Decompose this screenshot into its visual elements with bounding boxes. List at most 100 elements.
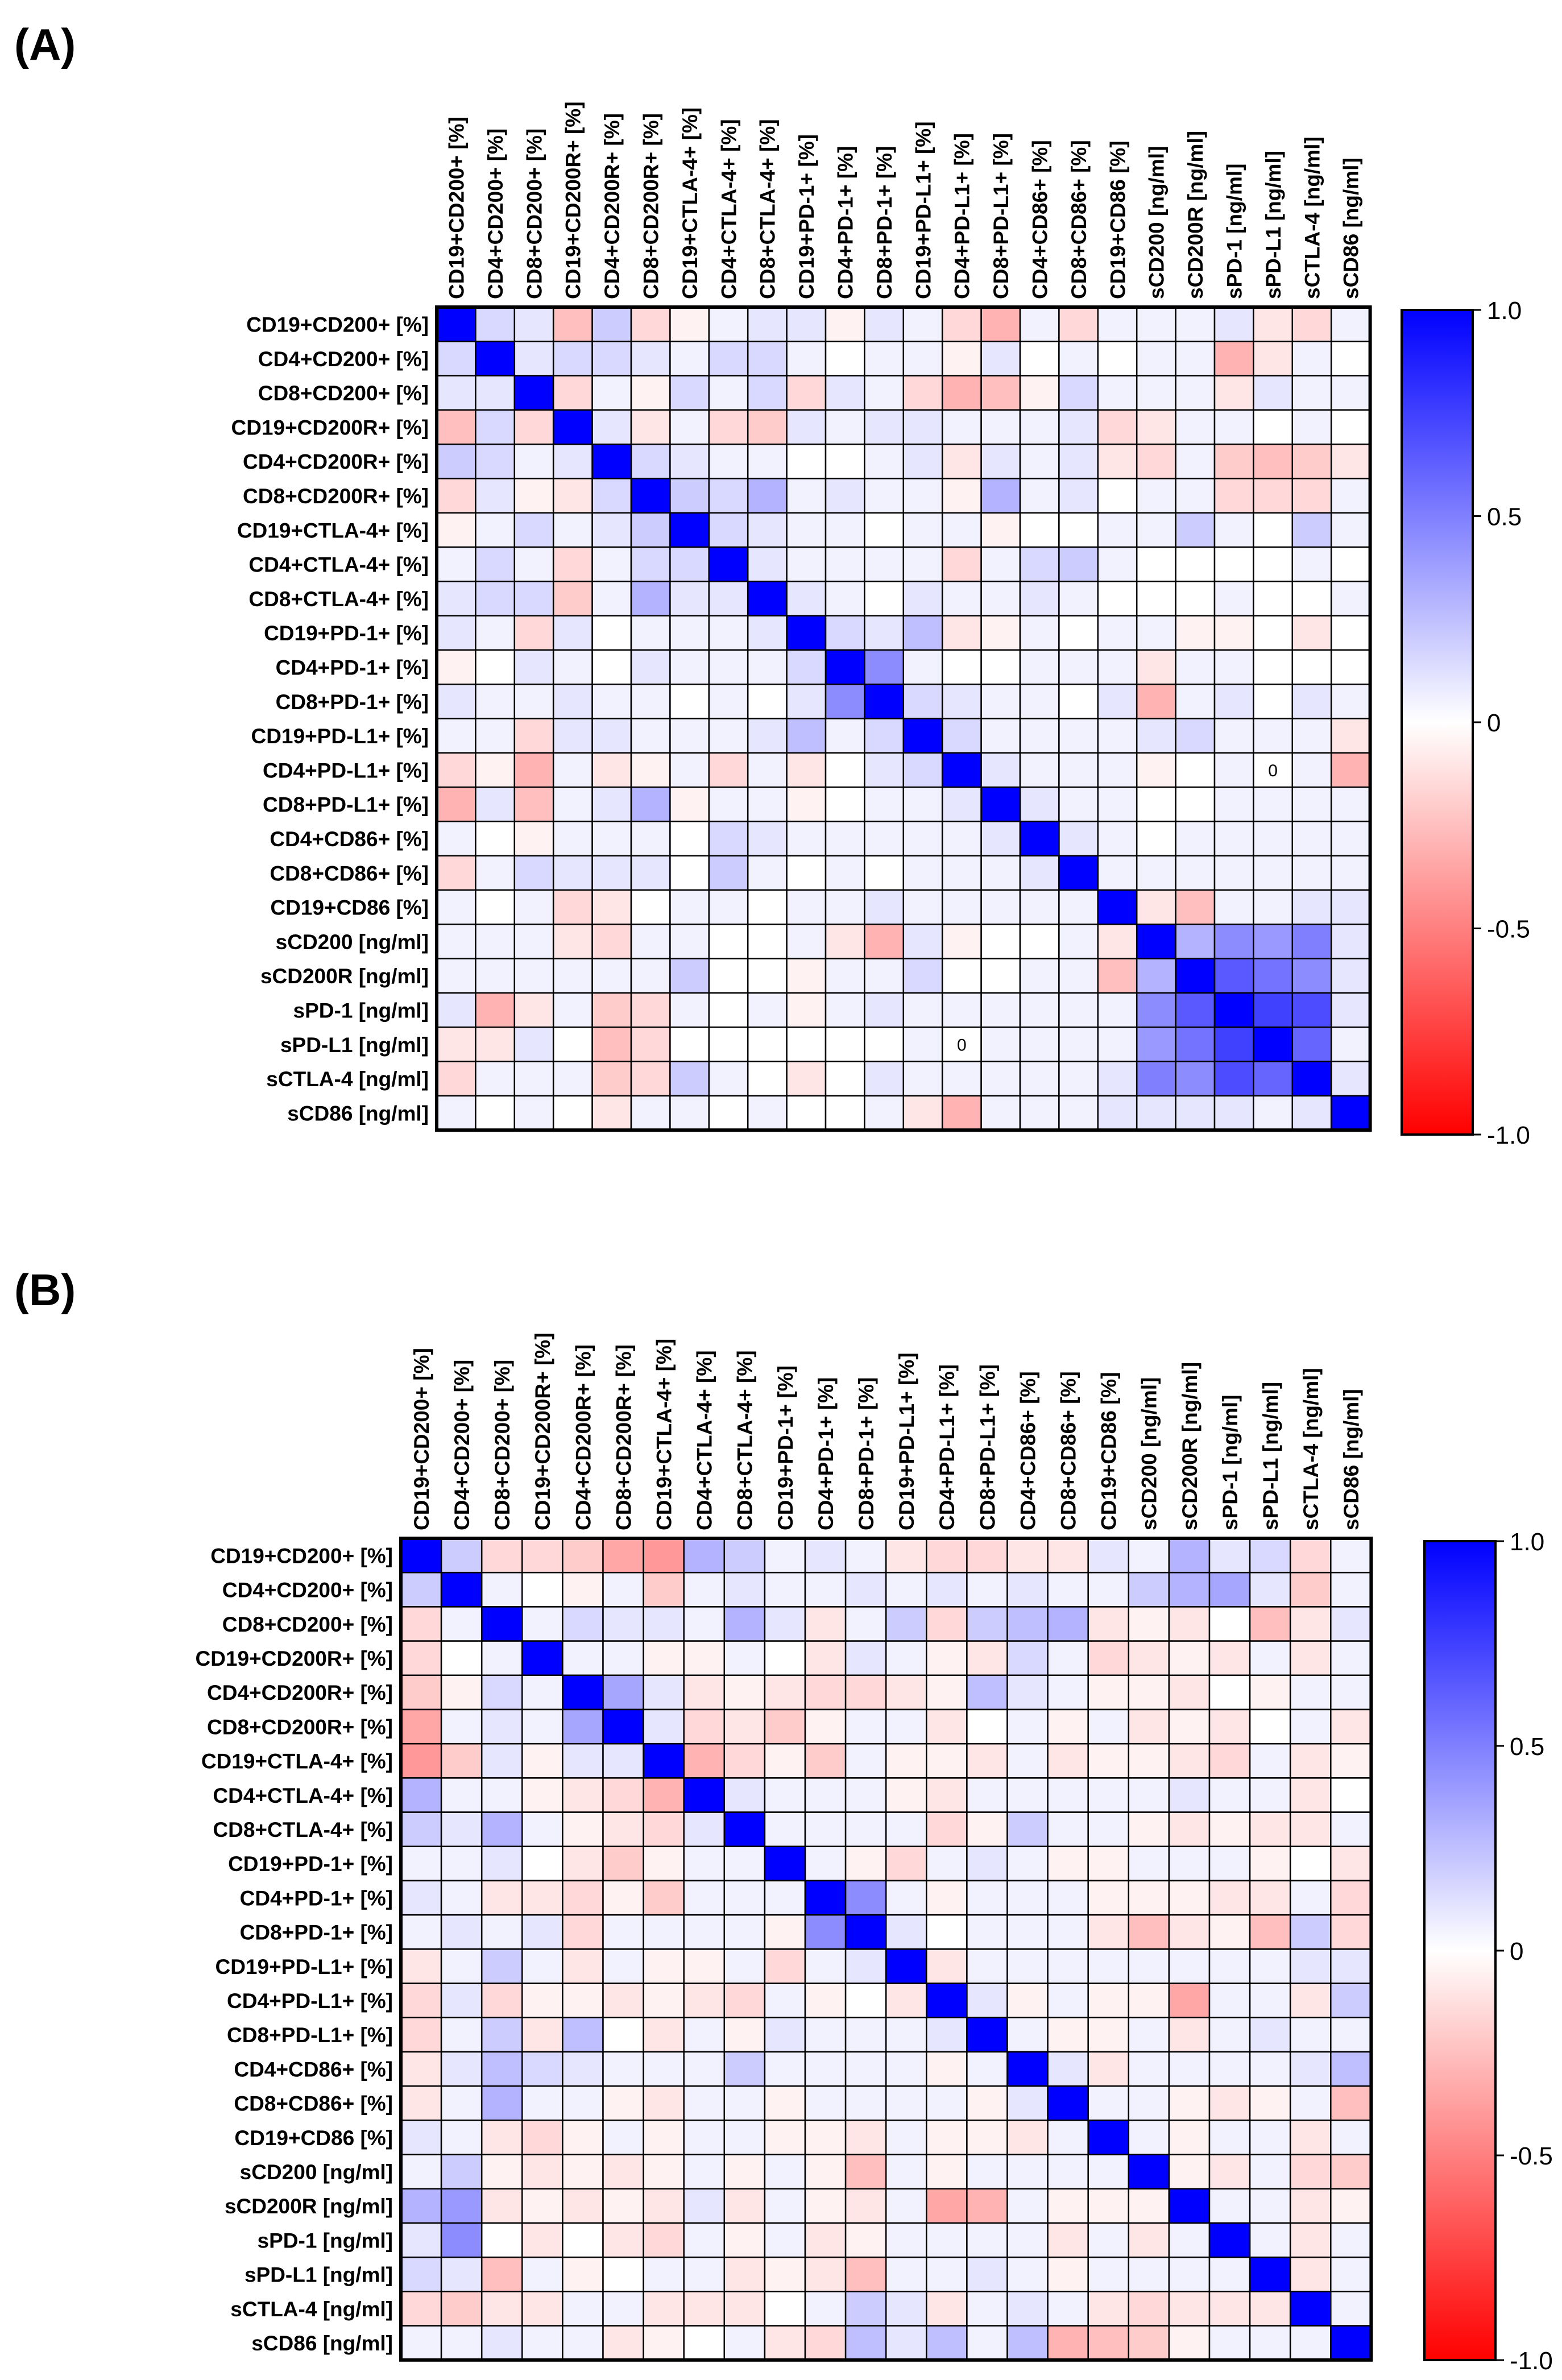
column-label: CD4+CD86+ [%]: [1016, 1371, 1039, 1530]
heatmap-cell: [844, 1811, 887, 1848]
heatmap-cell: [552, 649, 593, 685]
heatmap-cell: [683, 2188, 726, 2224]
row-label: CD8+PD-L1+ [%]: [263, 793, 429, 817]
heatmap-cell: [400, 2222, 442, 2258]
heatmap-cell: [513, 684, 554, 719]
heatmap-cell: [980, 615, 1021, 651]
heatmap-cell: [764, 2325, 806, 2361]
row-label: sCD86 [ng/ml]: [287, 1102, 429, 1125]
row-label: CD19+PD-1+ [%]: [264, 622, 429, 645]
heatmap-cell: [844, 2120, 887, 2155]
heatmap-cell: [630, 992, 671, 1028]
heatmap-cell: [941, 443, 982, 479]
heatmap-cell: [1291, 409, 1332, 445]
heatmap-cell: [764, 1606, 806, 1642]
heatmap-cell: [1047, 1914, 1089, 1950]
heatmap-cell: [1019, 512, 1060, 548]
heatmap-cell: [1208, 2291, 1251, 2327]
heatmap-cell: [669, 821, 710, 857]
column-label: sPD-1 [ng/ml]: [1219, 1395, 1242, 1530]
heatmap-cell: [1058, 375, 1099, 411]
heatmap-cell: [1019, 306, 1060, 342]
heatmap-cell: [513, 855, 554, 891]
column-label: CD4+PD-1+ [%]: [814, 1377, 838, 1530]
heatmap-cell: [864, 718, 905, 754]
heatmap-cell: [1330, 1708, 1372, 1745]
heatmap-cell: [864, 855, 905, 891]
heatmap-cell: [591, 649, 632, 685]
heatmap-cell: [400, 1640, 442, 1677]
heatmap-cell: [1249, 1571, 1291, 1608]
heatmap-cell: [786, 649, 827, 685]
heatmap-cell: [723, 1777, 766, 1813]
heatmap-cell: [941, 821, 982, 857]
heatmap-cell: [552, 752, 593, 788]
row-label: CD19+CTLA-4+ [%]: [201, 1750, 393, 1773]
heatmap-cell: [1330, 684, 1371, 719]
heatmap-cell: [521, 2222, 564, 2258]
column-label: CD19+CD200+ [%]: [445, 117, 469, 299]
heatmap-cell: [669, 924, 710, 959]
heatmap-cell: [440, 2222, 483, 2258]
heatmap-cell: [1330, 1026, 1371, 1062]
heatmap-cell: [980, 992, 1021, 1028]
heatmap-cell: [1047, 2188, 1089, 2224]
heatmap-cell: [630, 649, 671, 685]
heatmap-cell: [1330, 1845, 1372, 1882]
heatmap-cell: [804, 1811, 847, 1848]
heatmap-cell: [1047, 2085, 1089, 2121]
heatmap-cell: [864, 752, 905, 788]
heatmap-cell: [723, 2291, 766, 2327]
heatmap-cell: [941, 684, 982, 719]
heatmap-cell: [747, 718, 788, 754]
heatmap-cell: [941, 375, 982, 411]
heatmap-cell: [980, 684, 1021, 719]
colorbar-tick-label: 0.5: [1487, 503, 1522, 531]
heatmap-cell: [1136, 1095, 1176, 1131]
heatmap-cell: [1087, 2120, 1130, 2155]
heatmap-cell: [926, 2051, 968, 2087]
heatmap-cell: [400, 1880, 442, 1916]
heatmap-cell: [475, 752, 516, 788]
heatmap-cell: [1087, 1914, 1130, 1950]
heatmap-cell: [1289, 2154, 1332, 2190]
heatmap-cell: [1128, 1914, 1170, 1950]
heatmap-cell: [683, 2120, 726, 2155]
heatmap-cell: [669, 478, 710, 514]
heatmap-cell: [723, 1914, 766, 1950]
heatmap-cell: [1136, 1026, 1176, 1062]
heatmap-cell: [643, 2256, 685, 2292]
heatmap-cell: [480, 1880, 523, 1916]
heatmap-cell: [400, 1811, 442, 1848]
heatmap-cell: [552, 889, 593, 925]
heatmap-cell: [885, 2154, 927, 2190]
panel-a-colorbar-ticks: 1.0 0.5 0 -0.5 -1.0: [1473, 297, 1530, 1149]
heatmap-cell: [436, 581, 477, 616]
heatmap-cell: [1006, 1777, 1049, 1813]
heatmap-cell: [747, 924, 788, 959]
heatmap-cell: [602, 1982, 644, 2019]
heatmap-cell: [1047, 1640, 1089, 1677]
heatmap-cell: [926, 1537, 968, 1574]
row-label: CD19+CD200+ [%]: [210, 1544, 393, 1567]
heatmap-cell: [1128, 1708, 1170, 1745]
heatmap-cell: [400, 2154, 442, 2190]
heatmap-cell: [747, 649, 788, 685]
panel-b-heatmap-cells: [399, 1537, 1373, 2362]
heatmap-cell: [1087, 1845, 1130, 1882]
heatmap-cell: [764, 1708, 806, 1745]
heatmap-cell: [1291, 306, 1332, 342]
heatmap-cell: [1175, 924, 1216, 959]
heatmap-cell: [400, 2325, 442, 2361]
heatmap-cell: [786, 1026, 827, 1062]
heatmap-cell: [1330, 1640, 1372, 1677]
heatmap-cell: [941, 581, 982, 616]
heatmap-cell: [475, 306, 516, 342]
heatmap-cell: [630, 684, 671, 719]
heatmap-cell: [1175, 958, 1216, 994]
panel-a-row-labels: CD19+CD200+ [%] CD4+CD200+ [%] CD8+CD200+ …: [231, 313, 429, 1125]
heatmap-cell: [1330, 889, 1371, 925]
heatmap-cell: [1168, 1845, 1211, 1882]
heatmap-cell: [1058, 478, 1099, 514]
